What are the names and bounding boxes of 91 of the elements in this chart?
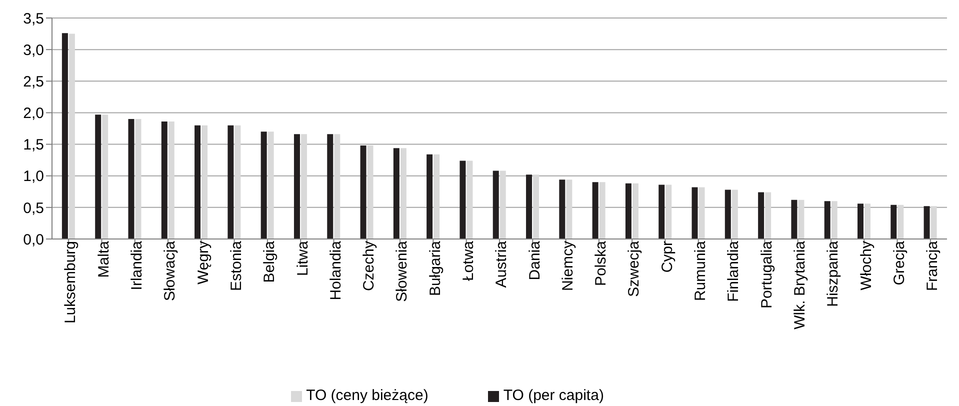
bar [526,174,532,239]
x-tick-label: Belgia [261,240,278,283]
bar [161,122,168,239]
bar [128,119,134,239]
bar [890,204,897,239]
bar [300,134,307,239]
bar [393,148,400,239]
y-tick-label: 2,0 [23,105,44,122]
bar [592,182,598,239]
x-tick-label: Czechy [360,240,378,292]
bar [360,146,366,239]
bar [102,114,108,239]
x-tick-label: Portugalia [758,240,776,309]
x-tick-label: Węgry [194,240,212,284]
x-tick-label: Polska [592,240,610,286]
legend-label: TO (ceny bieżące) [306,387,428,404]
bar [95,114,102,239]
bar [924,206,930,239]
x-tick-label: Szwecja [626,240,643,297]
x-tick-label: Włochy [858,240,875,290]
x-tick-label: Holandia [327,240,344,300]
bar [791,200,798,239]
x-tick-label: Francja [924,240,942,292]
x-tick-label: Słowenia [394,240,411,302]
bar [135,119,142,239]
bar [632,183,638,239]
bar [599,182,606,239]
x-tick-label: Hiszpania [824,240,842,307]
bar [466,160,473,239]
bar [692,187,698,239]
y-tick-label: 2,5 [23,73,44,90]
bar [533,174,540,239]
bar [625,183,632,239]
x-tick-label: Estonia [228,240,245,292]
bar [559,180,566,239]
bar [824,201,830,239]
bar [426,154,433,239]
bar [228,125,234,239]
x-tick-label: Bułgaria [426,240,444,296]
legend-label: TO (per capita) [503,387,604,404]
y-tick-label: 3,5 [23,10,44,28]
bar [460,160,466,239]
bar [858,204,864,239]
bar [831,201,838,239]
bar [400,148,406,239]
y-tick-label: 3,0 [23,42,44,59]
y-tick-label: 1,0 [23,168,44,186]
bar [168,122,174,239]
bar [68,34,75,239]
bar [334,134,340,239]
x-tick-label: Litwa [294,240,312,276]
x-tick-label: Finlandia [725,240,742,302]
y-tick-label: 0,5 [23,200,44,217]
bar [260,132,267,239]
x-tick-label: Rumunia [692,240,710,302]
x-tick-label: Niemcy [559,240,576,292]
x-tick-label: Malta [95,240,112,278]
bar [765,192,772,239]
x-tick-label: Austria [493,240,510,288]
bar [202,125,208,239]
bar [268,132,274,239]
x-tick-label: Grecja [890,240,908,286]
bar [492,170,499,239]
bar [658,184,665,239]
bar [566,180,572,239]
x-tick-label: Słowacja [162,240,179,302]
bar [732,190,738,239]
y-tick-label: 0,0 [23,231,44,248]
x-tick-label: Łotwa [460,240,477,282]
bar [698,187,705,239]
x-tick-label: Dania [526,240,544,280]
bar [758,192,764,239]
x-tick-label: Irlandia [128,240,146,290]
bar [930,206,937,239]
y-tick-label: 1,5 [23,136,44,154]
bar [234,125,241,239]
bar [864,204,870,239]
bar [367,146,374,239]
bar [327,134,334,239]
bar [62,33,68,239]
bar [798,200,804,239]
bar [666,184,672,239]
bar [724,190,731,239]
x-tick-label: Luksemburg [62,241,80,324]
bar [898,204,904,239]
x-tick-label: Wlk. Brytania [791,240,808,330]
x-tick-label: Cypr [658,240,676,273]
bar [194,125,201,239]
bar [500,170,506,239]
bar [434,154,440,239]
bar [294,134,300,239]
